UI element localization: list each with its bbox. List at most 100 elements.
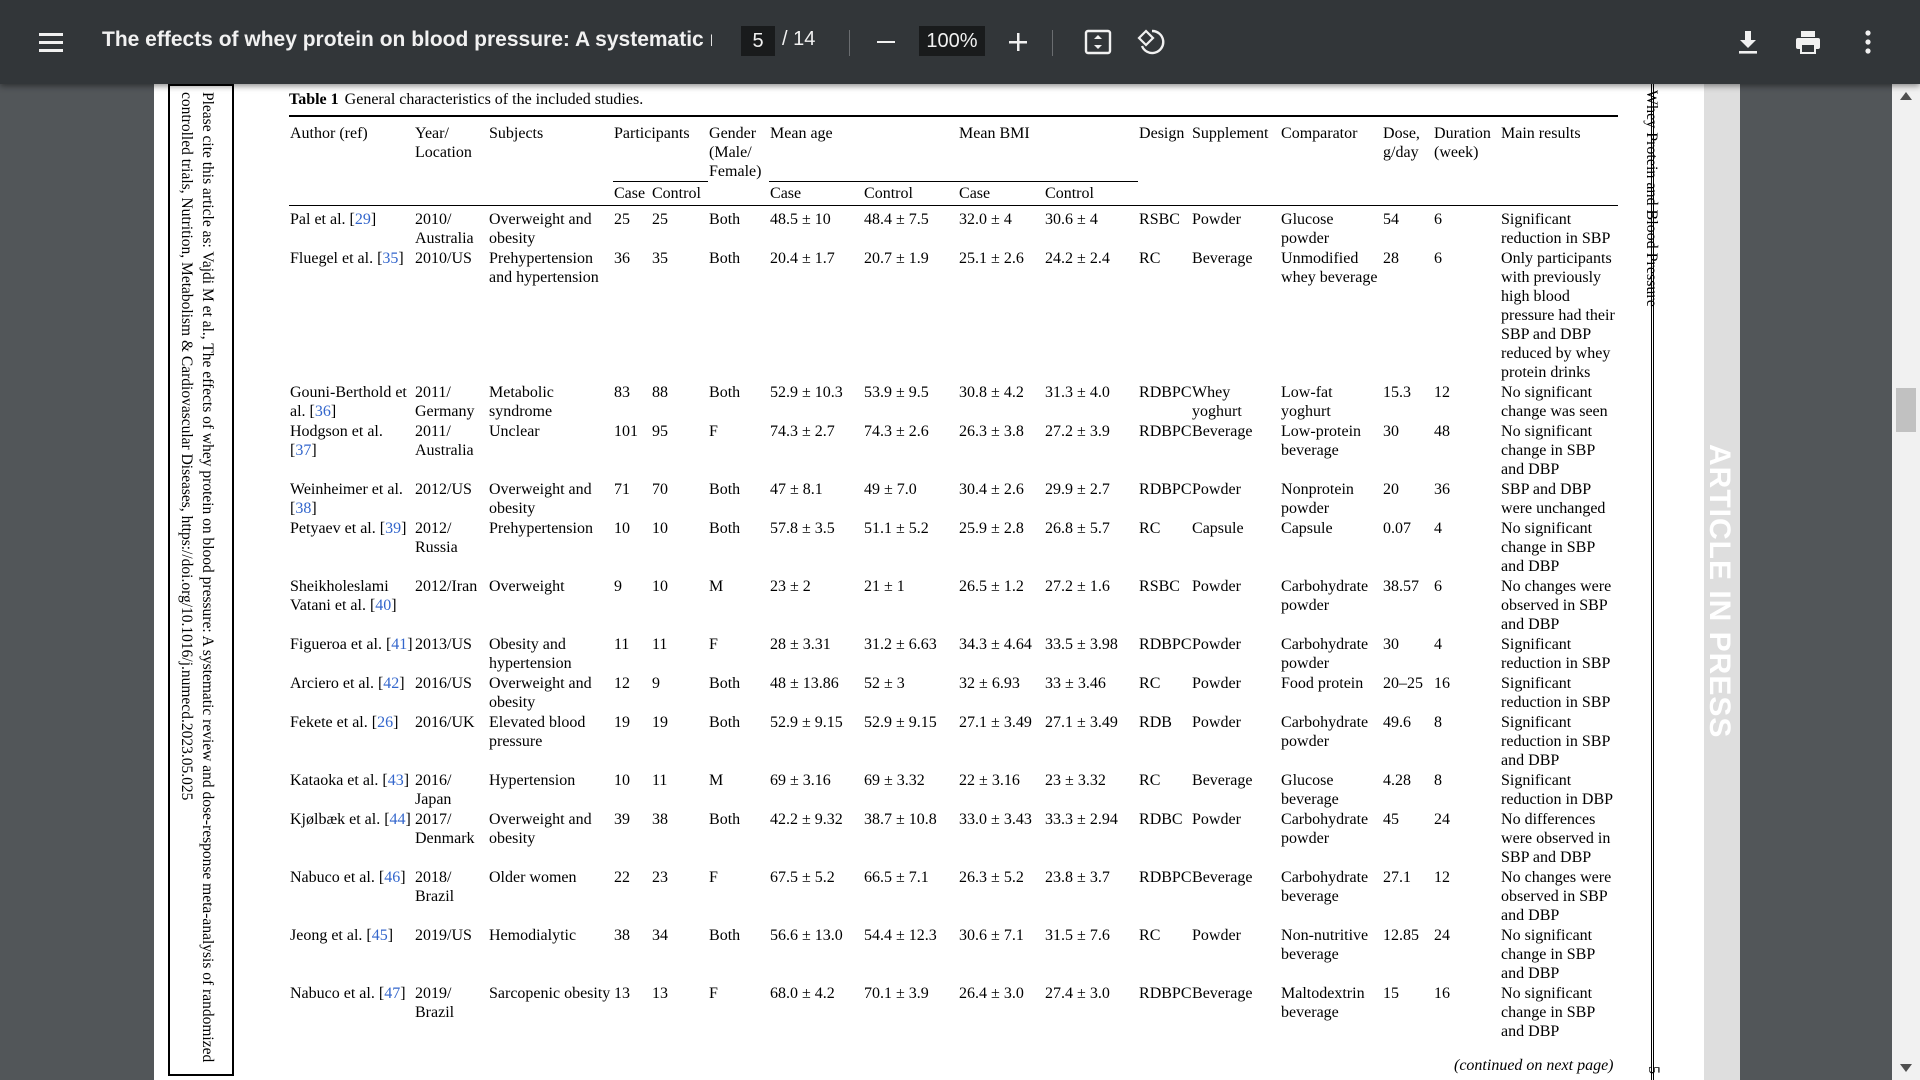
cell-results: No significant change was seen bbox=[1501, 383, 1608, 420]
cell-comparator: Glucose beverage bbox=[1281, 771, 1339, 808]
table-caption: Table 1 General characteristics of the in… bbox=[289, 91, 1618, 109]
cell-subjects: Older women bbox=[489, 868, 577, 886]
print-button[interactable] bbox=[1786, 20, 1830, 64]
cell-age-control: 48.4 ± 7.5 bbox=[863, 204, 959, 248]
reference-link[interactable]: 29 bbox=[354, 210, 371, 228]
cell-author: Figueroa et al. [41] bbox=[289, 634, 414, 673]
cell-duration: 12 bbox=[1434, 868, 1451, 886]
reference-link[interactable]: 41 bbox=[391, 635, 408, 653]
reference-link[interactable]: 47 bbox=[384, 984, 401, 1002]
reference-link[interactable]: 26 bbox=[377, 713, 394, 731]
cell-age-control: 51.1 ± 5.2 bbox=[864, 519, 929, 537]
author-bracket: ] bbox=[311, 441, 317, 459]
scroll-down-arrow-icon[interactable] bbox=[1900, 1064, 1912, 1072]
cell-comparator: Unmodified whey beverage bbox=[1281, 249, 1378, 286]
cell-duration: 16 bbox=[1434, 984, 1451, 1002]
author-name: Fluegel et al. [ bbox=[290, 249, 383, 267]
fit-page-button[interactable] bbox=[1076, 20, 1120, 64]
page-number-input[interactable]: 5 bbox=[741, 26, 775, 56]
scroll-thumb[interactable] bbox=[1896, 388, 1916, 432]
cell-subjects: Hypertension bbox=[489, 771, 576, 789]
cell-gender: Both bbox=[709, 713, 741, 731]
citation-sidebar: Please cite this article as: Vajdi M et … bbox=[168, 84, 234, 1076]
cell-duration: 4 bbox=[1434, 635, 1443, 653]
cell-results: No significant change in SBP and DBP bbox=[1501, 519, 1595, 575]
cell-duration: 6 bbox=[1434, 249, 1443, 267]
watermark-band bbox=[1704, 84, 1740, 1080]
cell-participants-control: 70 bbox=[652, 480, 668, 498]
cell-author: Fluegel et al. [35] bbox=[289, 248, 414, 382]
scroll-up-arrow-icon[interactable] bbox=[1900, 92, 1912, 100]
cell-dose: 15 bbox=[1383, 984, 1400, 1002]
menu-icon[interactable] bbox=[28, 20, 74, 64]
table-row: Hodgson et al. [37] 2011/ Australia Unclea… bbox=[289, 421, 1618, 479]
reference-link[interactable]: 45 bbox=[371, 926, 388, 944]
cell-year: 2019/US bbox=[415, 926, 472, 944]
cell-age-case: 20.4 ± 1.7 bbox=[770, 249, 835, 267]
cell-design: RC bbox=[1139, 674, 1161, 692]
more-options-button[interactable] bbox=[1846, 20, 1890, 64]
cell-author: Jeong et al. [45] bbox=[289, 925, 414, 983]
cell-bmi-control: 33.3 ± 2.94 bbox=[1045, 810, 1118, 828]
cell-design: RDB bbox=[1139, 713, 1172, 731]
cell-year: 2012/ Russia bbox=[415, 519, 458, 556]
document-title: The effects of whey protein on blood pre… bbox=[102, 28, 712, 51]
zoom-input[interactable]: 100% bbox=[919, 26, 985, 56]
reference-link[interactable]: 38 bbox=[295, 499, 312, 517]
zoom-in-button[interactable] bbox=[996, 20, 1040, 64]
cell-age-case: 48 ± 13.86 bbox=[770, 674, 839, 692]
author-name: Jeong et al. [ bbox=[290, 926, 372, 944]
cell-dose: 15.3 bbox=[1383, 383, 1412, 401]
reference-link[interactable]: 37 bbox=[295, 441, 312, 459]
watermark-text: ARTICLE IN PRESS bbox=[1703, 444, 1736, 739]
reference-link[interactable]: 40 bbox=[375, 596, 392, 614]
col-design: Design bbox=[1138, 115, 1192, 181]
cell-bmi-control: 27.2 ± 3.9 bbox=[1045, 422, 1110, 440]
cell-age-control: 70.1 ± 3.9 bbox=[864, 984, 929, 1002]
author-name: Arciero et al. [ bbox=[290, 674, 384, 692]
table-row: Petyaev et al. [39] 2012/ Russia Prehypert… bbox=[289, 518, 1618, 576]
download-button[interactable] bbox=[1726, 20, 1770, 64]
author-name: Petyaev et al. [ bbox=[290, 519, 386, 537]
cell-author: Weinheimer et al. [38] bbox=[289, 479, 414, 518]
reference-link[interactable]: 42 bbox=[383, 674, 400, 692]
cell-dose: 49.6 bbox=[1383, 713, 1412, 731]
cell-bmi-case: 26.3 ± 5.2 bbox=[959, 868, 1024, 886]
cell-duration: 24 bbox=[1434, 926, 1451, 944]
cell-design: RDBPC bbox=[1139, 635, 1192, 653]
subheader-row: Case Control Case Control Case Control bbox=[289, 180, 1618, 205]
cell-supplement: Beverage bbox=[1192, 249, 1253, 267]
cell-duration: 8 bbox=[1434, 713, 1443, 731]
cell-subjects: Obesity and hypertension bbox=[489, 635, 572, 672]
cell-author: Kjølbæk et al. [44] bbox=[289, 809, 414, 867]
cell-subjects: Overweight and obesity bbox=[489, 480, 592, 517]
cell-participants-control: 10 bbox=[652, 577, 668, 595]
cell-dose: 30 bbox=[1383, 635, 1400, 653]
reference-link[interactable]: 46 bbox=[384, 868, 401, 886]
table-row: Arciero et al. [42] 2016/US Overweight and… bbox=[289, 673, 1618, 712]
reference-link[interactable]: 35 bbox=[382, 249, 399, 267]
cell-gender: Both bbox=[709, 383, 741, 401]
cell-duration: 6 bbox=[1434, 577, 1443, 595]
reference-link[interactable]: 36 bbox=[314, 402, 331, 420]
cell-gender: F bbox=[709, 422, 718, 440]
cell-duration: 6 bbox=[1433, 204, 1501, 248]
table-caption-text: General characteristics of the included … bbox=[344, 91, 644, 108]
reference-link[interactable]: 44 bbox=[389, 810, 406, 828]
cell-age-control: 52 ± 3 bbox=[864, 674, 905, 692]
cell-bmi-case: 25.1 ± 2.6 bbox=[959, 249, 1024, 267]
vertical-scrollbar[interactable] bbox=[1892, 84, 1920, 1080]
reference-link[interactable]: 43 bbox=[387, 771, 404, 789]
cell-author: Sheikholeslami Vatani et al. [40] bbox=[289, 576, 414, 634]
cell-design: RC bbox=[1139, 771, 1161, 789]
rotate-button[interactable] bbox=[1129, 20, 1173, 64]
cell-author: Nabuco et al. [46] bbox=[289, 867, 414, 925]
cell-comparator: Carbohydrate powder bbox=[1281, 810, 1369, 847]
cell-participants-control: 13 bbox=[652, 984, 668, 1002]
author-name: Nabuco et al. [ bbox=[290, 984, 385, 1002]
cell-bmi-control: 27.1 ± 3.49 bbox=[1045, 713, 1118, 731]
col-mean-bmi: Mean BMI bbox=[958, 115, 1139, 181]
zoom-out-button[interactable] bbox=[864, 20, 908, 64]
reference-link[interactable]: 39 bbox=[385, 519, 402, 537]
cell-age-control: 52.9 ± 9.15 bbox=[864, 713, 937, 731]
